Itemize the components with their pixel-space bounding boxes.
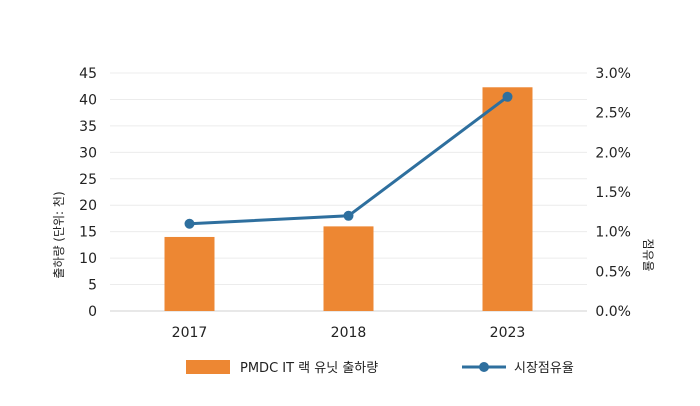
y2-tick-label: 1.0%	[595, 225, 631, 241]
y-axis-left: 0 5 10 15 20 25 30 35 40 45	[79, 66, 97, 320]
line-point	[184, 218, 195, 229]
legend-line-marker	[479, 362, 489, 372]
legend: PMDC IT 랙 유닛 출하량 시장점유율	[186, 360, 574, 376]
y2-tick-label: 2.0%	[595, 145, 631, 161]
y2-tick-label: 0.0%	[595, 304, 631, 320]
bar	[482, 87, 533, 311]
x-tick-label: 2023	[490, 325, 526, 341]
legend-bar-label: PMDC IT 랙 유닛 출하량	[240, 361, 378, 376]
series-line	[189, 95, 509, 226]
y2-tick-label: 2.5%	[595, 106, 631, 122]
y-tick-label: 10	[79, 251, 97, 267]
y-tick-label: 45	[79, 66, 97, 82]
legend-bar-swatch	[186, 360, 230, 374]
y-tick-label: 15	[79, 225, 97, 241]
y-axis-right: 0.0% 0.5% 1.0% 1.5% 2.0% 2.5% 3.0%	[595, 66, 631, 320]
y-tick-label: 0	[88, 304, 97, 320]
y-tick-label: 5	[88, 278, 97, 294]
y-tick-label: 30	[79, 145, 97, 161]
y-tick-label: 20	[79, 198, 97, 214]
line-point	[343, 210, 354, 221]
y-tick-label: 25	[79, 172, 97, 188]
y2-axis-title: 점유율	[641, 238, 655, 271]
y-tick-label: 35	[79, 119, 97, 135]
x-tick-label: 2018	[331, 325, 367, 341]
x-tick-label: 2017	[172, 325, 208, 341]
y-axis-title: 출하량 (단위: 천)	[51, 191, 66, 278]
x-axis: 2017 2018 2023	[172, 325, 526, 341]
line-series	[184, 91, 513, 229]
y2-tick-label: 0.5%	[595, 264, 631, 280]
y2-tick-label: 3.0%	[595, 66, 631, 82]
bar	[323, 226, 374, 311]
y-tick-label: 40	[79, 92, 97, 108]
y2-tick-label: 1.5%	[595, 185, 631, 201]
bar	[164, 236, 215, 311]
bar-series	[164, 87, 533, 311]
legend-line-label: 시장점유율	[514, 361, 574, 376]
line-point	[502, 91, 513, 102]
